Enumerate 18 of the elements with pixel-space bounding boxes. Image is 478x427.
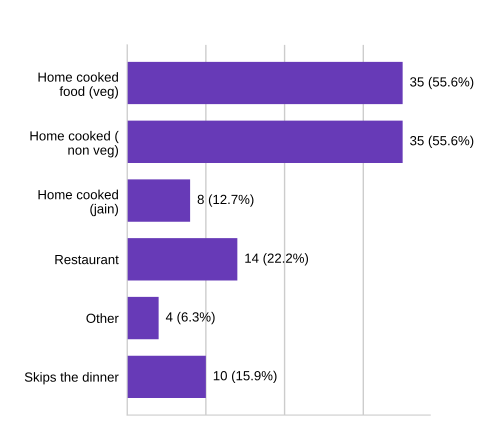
- data-label: 4 (6.3%): [166, 312, 215, 324]
- y-tick-label: Skips the dinner: [24, 372, 119, 384]
- bar: [127, 120, 403, 163]
- bar: [127, 62, 403, 104]
- bar: [127, 356, 206, 398]
- bar: [127, 238, 238, 280]
- data-label: 35 (55.6%): [410, 136, 474, 148]
- y-tick-label: Other: [86, 313, 119, 323]
- y-tick-label: Restaurant: [55, 255, 119, 264]
- data-label: 14 (22.2%): [245, 253, 308, 266]
- bar: [127, 179, 190, 222]
- data-label: 8 (12.7%): [198, 194, 254, 207]
- y-tick-label: Home cooked food (veg): [38, 72, 118, 99]
- bar: [127, 296, 159, 340]
- data-label: 35 (55.6%): [410, 76, 474, 90]
- y-tick-label: Home cooked ( non veg): [30, 130, 119, 158]
- data-label: 10 (15.9%): [214, 370, 277, 383]
- y-tick-label: Home cooked (jain): [38, 190, 118, 216]
